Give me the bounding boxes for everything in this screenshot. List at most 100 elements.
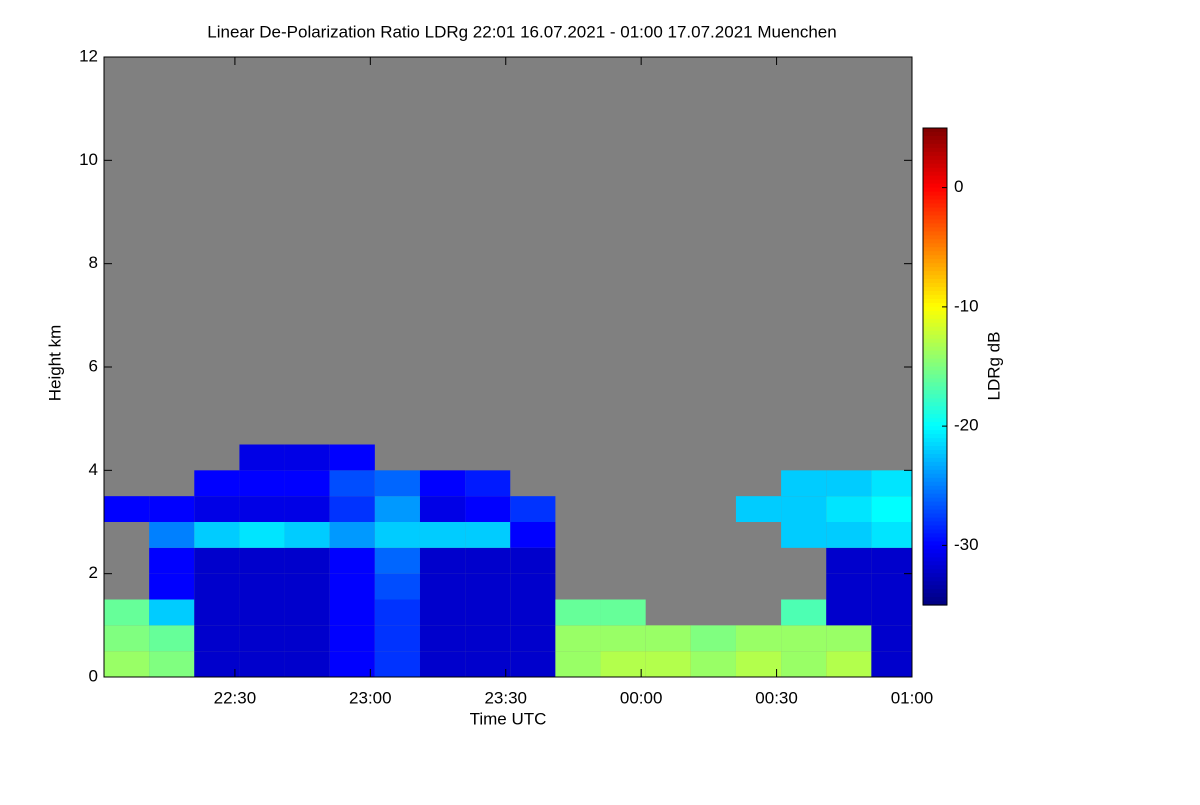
heat-cell bbox=[329, 444, 375, 471]
heat-cell bbox=[374, 496, 420, 522]
colorbar-step bbox=[923, 426, 947, 431]
heat-cell bbox=[465, 573, 511, 600]
colorbar-step bbox=[923, 509, 947, 515]
heat-cell bbox=[104, 625, 150, 652]
colorbar-step bbox=[923, 561, 947, 566]
heat-cell bbox=[104, 496, 150, 522]
colorbar-step bbox=[923, 235, 947, 240]
colorbar-step bbox=[923, 271, 947, 276]
x-tick-label: 00:00 bbox=[620, 688, 663, 707]
colorbar-step bbox=[923, 489, 947, 495]
heat-cell bbox=[781, 522, 827, 548]
colorbar-step bbox=[923, 513, 947, 519]
colorbar-step bbox=[923, 211, 947, 217]
colorbar-step bbox=[923, 481, 947, 487]
heat-cell bbox=[194, 496, 240, 522]
heat-cell bbox=[645, 651, 691, 677]
heat-cell bbox=[104, 651, 150, 677]
colorbar-step bbox=[923, 446, 947, 451]
heat-cell bbox=[826, 651, 872, 677]
colorbar-step bbox=[923, 207, 947, 213]
colorbar-step bbox=[923, 525, 947, 531]
heat-cell bbox=[149, 599, 195, 626]
colorbar-step bbox=[923, 569, 947, 574]
colorbar-step bbox=[923, 449, 947, 455]
heat-cell bbox=[329, 651, 375, 677]
colorbar-step bbox=[923, 298, 947, 304]
heat-cell bbox=[149, 522, 195, 548]
heat-cell bbox=[510, 599, 556, 626]
heat-cell bbox=[781, 470, 827, 497]
colorbar-step bbox=[923, 585, 947, 590]
colorbar-step bbox=[923, 358, 947, 364]
colorbar-step bbox=[923, 477, 947, 483]
heat-cell bbox=[374, 625, 420, 652]
colorbar-step bbox=[923, 318, 947, 324]
colorbar-step bbox=[923, 310, 947, 316]
x-tick-label: 22:30 bbox=[214, 688, 257, 707]
colorbar-step bbox=[923, 589, 947, 594]
colorbar-step bbox=[923, 263, 947, 268]
heat-cell bbox=[329, 547, 375, 574]
heat-cell bbox=[465, 625, 511, 652]
colorbar-step bbox=[923, 453, 947, 459]
heat-cell bbox=[465, 470, 511, 497]
colorbar-step bbox=[923, 131, 947, 137]
colorbar-step bbox=[923, 410, 947, 415]
colorbar-step bbox=[923, 287, 947, 292]
y-tick-label: 12 bbox=[79, 46, 98, 65]
colorbar-step bbox=[923, 545, 947, 550]
heat-cell bbox=[194, 547, 240, 574]
heat-cell bbox=[239, 573, 285, 600]
heat-cell bbox=[149, 547, 195, 574]
heat-cell bbox=[690, 651, 736, 677]
colorbar-step bbox=[923, 465, 947, 471]
colorbar-step bbox=[923, 505, 947, 511]
heat-cell bbox=[871, 651, 912, 677]
colorbar-step bbox=[923, 247, 947, 252]
heat-cell bbox=[465, 651, 511, 677]
colorbar-step bbox=[923, 354, 947, 360]
heat-cell bbox=[826, 547, 872, 574]
y-tick-label: 8 bbox=[89, 253, 98, 272]
colorbar-step bbox=[923, 294, 947, 300]
heat-cell bbox=[239, 547, 285, 574]
colorbar-step bbox=[923, 227, 947, 232]
colorbar-step bbox=[923, 601, 947, 606]
colorbar-step bbox=[923, 275, 947, 280]
colorbar-step bbox=[923, 326, 947, 332]
heat-cell bbox=[329, 496, 375, 522]
heat-cell bbox=[555, 625, 601, 652]
colorbar-step bbox=[923, 179, 947, 185]
heat-cell bbox=[781, 496, 827, 522]
heat-cell bbox=[510, 625, 556, 652]
colorbar-step bbox=[923, 251, 947, 256]
heat-cell bbox=[419, 651, 466, 677]
y-tick-label: 2 bbox=[89, 563, 98, 582]
heat-cell bbox=[239, 599, 285, 626]
colorbar-step bbox=[923, 549, 947, 554]
colorbar-step bbox=[923, 541, 947, 546]
colorbar-step bbox=[923, 203, 947, 209]
colorbar-step bbox=[923, 255, 947, 260]
colorbar-step bbox=[923, 485, 947, 491]
y-tick-label: 6 bbox=[89, 356, 98, 375]
heat-cell bbox=[465, 496, 511, 522]
heat-cell bbox=[465, 547, 511, 574]
heat-cell bbox=[149, 625, 195, 652]
heat-cell bbox=[239, 651, 285, 677]
y-axis-label: Height km bbox=[45, 325, 64, 402]
heat-cell bbox=[690, 625, 736, 652]
colorbar-step bbox=[923, 199, 947, 205]
heat-cell bbox=[735, 496, 782, 522]
colorbar-step bbox=[923, 593, 947, 598]
colorbar-step bbox=[923, 259, 947, 264]
heat-cell bbox=[239, 625, 285, 652]
colorbar-step bbox=[923, 370, 947, 376]
colorbar-step bbox=[923, 195, 947, 201]
colorbar-step bbox=[923, 346, 947, 352]
colorbar-step bbox=[923, 501, 947, 507]
colorbar-step bbox=[923, 390, 947, 395]
heat-cell bbox=[735, 651, 782, 677]
